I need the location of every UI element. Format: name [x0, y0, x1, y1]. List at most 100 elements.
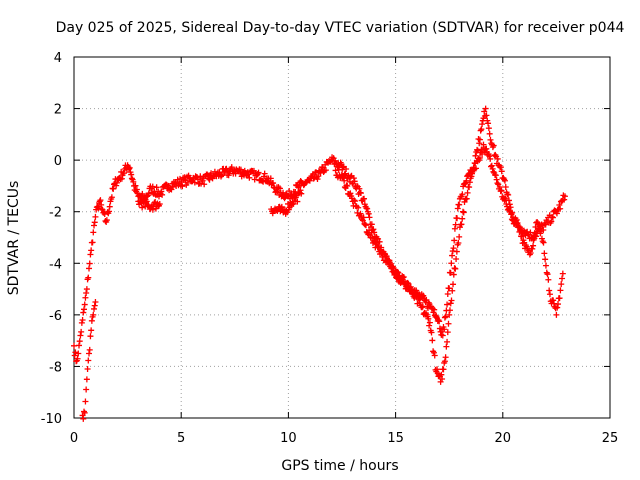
data-point-interp: [76, 338, 83, 345]
data-point-interp: [454, 215, 461, 222]
data-point-interp: [368, 229, 375, 236]
data-point-interp: [529, 245, 536, 252]
data-point-interp: [468, 173, 475, 180]
data-point-interp: [431, 352, 438, 359]
data-point-interp: [558, 281, 565, 288]
data-point-interp: [126, 165, 133, 172]
data-point-interp: [438, 371, 445, 378]
data-point-interp: [487, 155, 494, 162]
data-point-interp: [556, 202, 563, 209]
y-tick-label: 4: [54, 51, 62, 66]
data-point-interp: [82, 398, 89, 405]
data-point-interp: [91, 305, 98, 312]
data-point-interp: [106, 203, 113, 210]
data-point-interp: [351, 197, 358, 204]
data-point-interp: [455, 240, 462, 246]
data-point-interp: [360, 214, 367, 221]
data-point-interp: [91, 222, 98, 229]
data-point-interp: [362, 222, 369, 229]
y-tick-label: -2: [49, 206, 62, 221]
data-point: [298, 190, 305, 197]
data-point: [501, 177, 508, 184]
data-point-interp: [280, 189, 287, 196]
data-point-interp: [72, 349, 79, 356]
data-point: [71, 342, 77, 349]
data-point-interp: [368, 221, 375, 228]
data-point: [75, 350, 82, 357]
data-point-interp: [286, 188, 293, 195]
data-point-interp: [541, 250, 548, 257]
y-tick-label: -6: [49, 309, 62, 324]
data-point-interp: [315, 173, 322, 180]
data-point-interp: [476, 136, 483, 143]
data-point-interp: [297, 187, 304, 194]
plot-frame: [73, 56, 611, 419]
data-point-interp: [476, 154, 483, 161]
data-point-interp: [128, 171, 135, 178]
data-point-interp: [151, 199, 158, 206]
data-point: [79, 317, 86, 324]
data-point-interp: [347, 173, 354, 180]
data-point-interp: [494, 155, 501, 162]
data-point-interp: [255, 169, 262, 176]
data-point: [156, 200, 163, 207]
data-point-interp: [87, 333, 94, 340]
data-point-interp: [267, 175, 274, 182]
data-point-interp: [518, 233, 525, 240]
data-point: [478, 126, 485, 133]
data-point-interp: [450, 271, 457, 278]
data-point-interp: [456, 201, 463, 208]
data-point-interp: [476, 140, 483, 147]
data-point-interp: [343, 166, 350, 173]
data-point: [474, 146, 481, 153]
data-point-interp: [373, 239, 380, 246]
data-point-interp: [442, 354, 449, 361]
data-point-interp: [561, 196, 568, 203]
data-point-interp: [179, 183, 186, 190]
data-point-interp: [278, 203, 285, 210]
data-point: [441, 358, 448, 365]
data-point-interp: [440, 366, 447, 373]
data-point-interp: [538, 228, 545, 235]
data-point-interp: [447, 269, 454, 276]
data-point-interp: [386, 257, 393, 264]
data-point-interp: [74, 355, 81, 362]
y-tick-label: 2: [54, 103, 62, 118]
data-point-interp: [91, 219, 98, 226]
axis-ticks: 0 5 10 15 20 25 -10 -8 -6 -4 -2 0 2 4: [41, 51, 619, 446]
data-point-interp: [430, 349, 437, 356]
data-point-interp: [347, 190, 354, 197]
data-point-interp: [490, 168, 497, 175]
data-point-interp: [442, 313, 449, 320]
data-point-interp: [376, 238, 383, 245]
data-point-interp: [130, 178, 137, 185]
data-point: [426, 319, 433, 326]
data-point-interp: [454, 205, 461, 212]
data-point-interp: [408, 285, 415, 292]
data-point: [561, 193, 568, 200]
data-point-interp: [83, 290, 90, 297]
data-point: [439, 332, 446, 339]
data-point-interp: [485, 125, 492, 132]
data-point-interp: [458, 221, 465, 228]
data-point-interp: [106, 208, 113, 215]
data-point-interp: [444, 338, 451, 345]
data-point-interp: [251, 176, 258, 183]
data-point-interp: [559, 275, 566, 282]
data-point: [437, 378, 444, 385]
data-point-interp: [149, 206, 156, 213]
data-point-interp: [419, 304, 426, 311]
data-point-interp: [83, 386, 90, 393]
data-point-interp: [474, 147, 481, 154]
data-point-interp: [453, 256, 460, 263]
data-point: [435, 317, 442, 324]
data-point-interp: [314, 176, 321, 183]
data-point-interp: [542, 256, 549, 263]
data-point-interp: [343, 182, 350, 189]
data-point-interp: [531, 230, 538, 237]
data-point-interp: [95, 205, 102, 212]
data-point-interp: [488, 162, 495, 169]
data-point-interp: [509, 209, 516, 216]
data-point-interp: [492, 172, 499, 179]
